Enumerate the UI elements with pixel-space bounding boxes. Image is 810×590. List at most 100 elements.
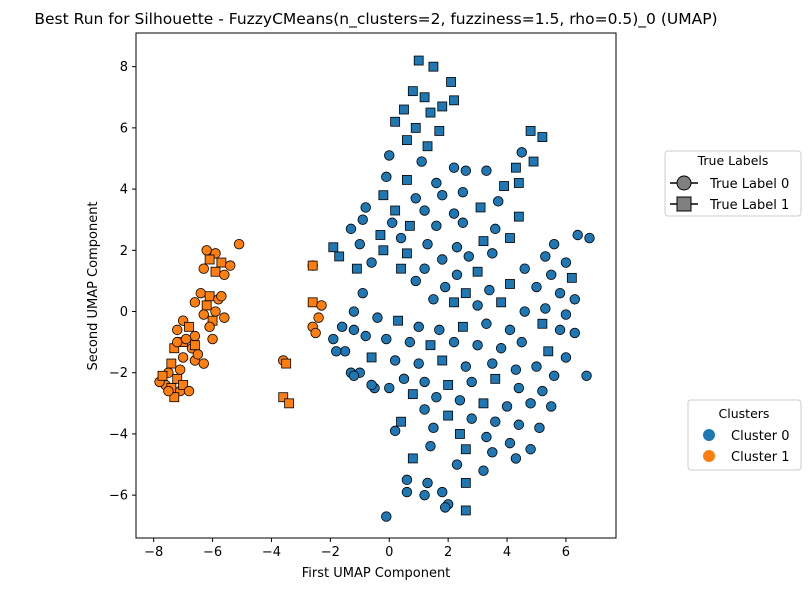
y-tick-label: 6	[120, 121, 128, 136]
data-point-circle	[210, 306, 221, 317]
data-point-circle	[413, 358, 424, 369]
data-point-square	[351, 263, 362, 274]
data-point-square	[157, 370, 168, 381]
data-point-square	[410, 122, 421, 133]
data-point-square	[434, 126, 445, 136]
x-axis-label: First UMAP Component	[302, 566, 451, 581]
data-point-circle	[437, 254, 448, 265]
data-point-circle	[554, 287, 566, 299]
data-point-square	[478, 398, 489, 409]
data-point-circle	[448, 162, 460, 173]
data-point-circle	[233, 238, 245, 250]
data-point-square	[472, 266, 483, 277]
data-point-circle	[431, 177, 442, 189]
data-point-circle	[384, 382, 395, 394]
data-point-circle	[331, 346, 342, 357]
y-axis-label: Second UMAP Component	[86, 201, 101, 370]
data-point-circle	[448, 336, 460, 348]
data-point-square	[505, 279, 515, 289]
data-point-circle	[510, 453, 522, 464]
data-point-circle	[172, 336, 183, 348]
data-point-circle	[537, 385, 548, 397]
data-point-circle	[451, 242, 463, 253]
data-point-circle	[198, 358, 209, 369]
data-point-square	[513, 178, 524, 188]
data-point-circle	[560, 352, 572, 363]
data-point-circle	[428, 422, 439, 434]
data-point-square	[437, 355, 448, 366]
data-point-circle	[481, 165, 492, 176]
data-point-circle	[487, 358, 498, 369]
x-tick-label: 4	[503, 545, 511, 560]
data-point-square	[375, 230, 386, 240]
data-point-square	[566, 272, 577, 283]
data-point-circle	[386, 217, 398, 228]
data-point-square	[425, 340, 436, 351]
data-point-circle	[569, 294, 580, 305]
data-point-square	[378, 190, 389, 201]
data-point-circle	[381, 171, 392, 183]
data-point-square	[419, 92, 430, 103]
data-point-square	[169, 392, 180, 403]
data-point-square	[478, 236, 489, 247]
data-point-circle	[174, 364, 186, 375]
x-axis-ticks: −8 −6 −4 −2 0 2 4 6	[144, 538, 570, 560]
data-point-circle	[501, 401, 513, 412]
data-point-circle	[460, 165, 472, 176]
data-point-circle	[513, 382, 525, 394]
data-point-circle	[481, 431, 492, 443]
data-point-circle	[416, 156, 427, 167]
data-point-square	[307, 297, 318, 308]
data-point-circle	[389, 425, 401, 437]
data-point-circle	[313, 312, 324, 323]
data-point-circle	[422, 238, 433, 250]
data-point-circle	[531, 281, 542, 293]
data-point-square	[284, 398, 295, 409]
data-point-circle	[204, 321, 215, 333]
data-point-square	[402, 248, 412, 259]
data-point-circle	[437, 486, 448, 498]
data-point-square	[528, 156, 539, 167]
data-point-square	[393, 315, 403, 326]
data-point-square	[413, 55, 424, 66]
data-point-square	[425, 107, 436, 118]
data-point-square	[457, 321, 468, 332]
data-point-circle	[219, 269, 230, 280]
legend-clusters-box	[687, 399, 802, 471]
data-point-circle	[451, 269, 463, 280]
x-tick-label: 2	[444, 545, 452, 560]
data-point-circle	[381, 333, 392, 345]
data-point-circle	[404, 336, 416, 348]
legend-circle-marker-icon	[676, 175, 692, 191]
data-point-circle	[413, 321, 424, 333]
data-point-circle	[478, 465, 489, 476]
data-point-circle	[410, 193, 421, 204]
legend-cluster-1-dot-icon	[703, 450, 715, 462]
data-point-circle	[457, 186, 469, 198]
data-point-square	[537, 318, 548, 329]
data-point-circle	[207, 333, 218, 345]
data-point-circle	[395, 232, 407, 244]
data-point-square	[366, 352, 377, 363]
data-point-circle	[180, 333, 192, 345]
data-point-circle	[519, 306, 530, 317]
y-tick-label: −4	[109, 427, 128, 442]
data-point-circle	[384, 150, 395, 161]
legend-true-labels: True Labels True Label 0 True Label 1	[664, 150, 802, 217]
data-point-circle	[310, 327, 321, 339]
data-point-square	[513, 211, 524, 222]
data-point-circle	[534, 422, 545, 434]
data-point-circle	[548, 370, 560, 381]
data-point-circle	[401, 474, 413, 486]
data-point-square	[449, 95, 459, 106]
data-point-square	[437, 101, 448, 112]
data-point-circle	[493, 196, 504, 207]
data-point-circle	[540, 251, 551, 262]
legend-true-labels-title: True Labels	[697, 153, 769, 168]
data-point-circle	[431, 392, 442, 403]
data-point-circle	[431, 220, 442, 232]
data-point-circle	[463, 251, 474, 262]
data-point-circle	[348, 306, 360, 317]
data-point-circle	[189, 330, 201, 342]
data-point-circle	[381, 511, 392, 522]
